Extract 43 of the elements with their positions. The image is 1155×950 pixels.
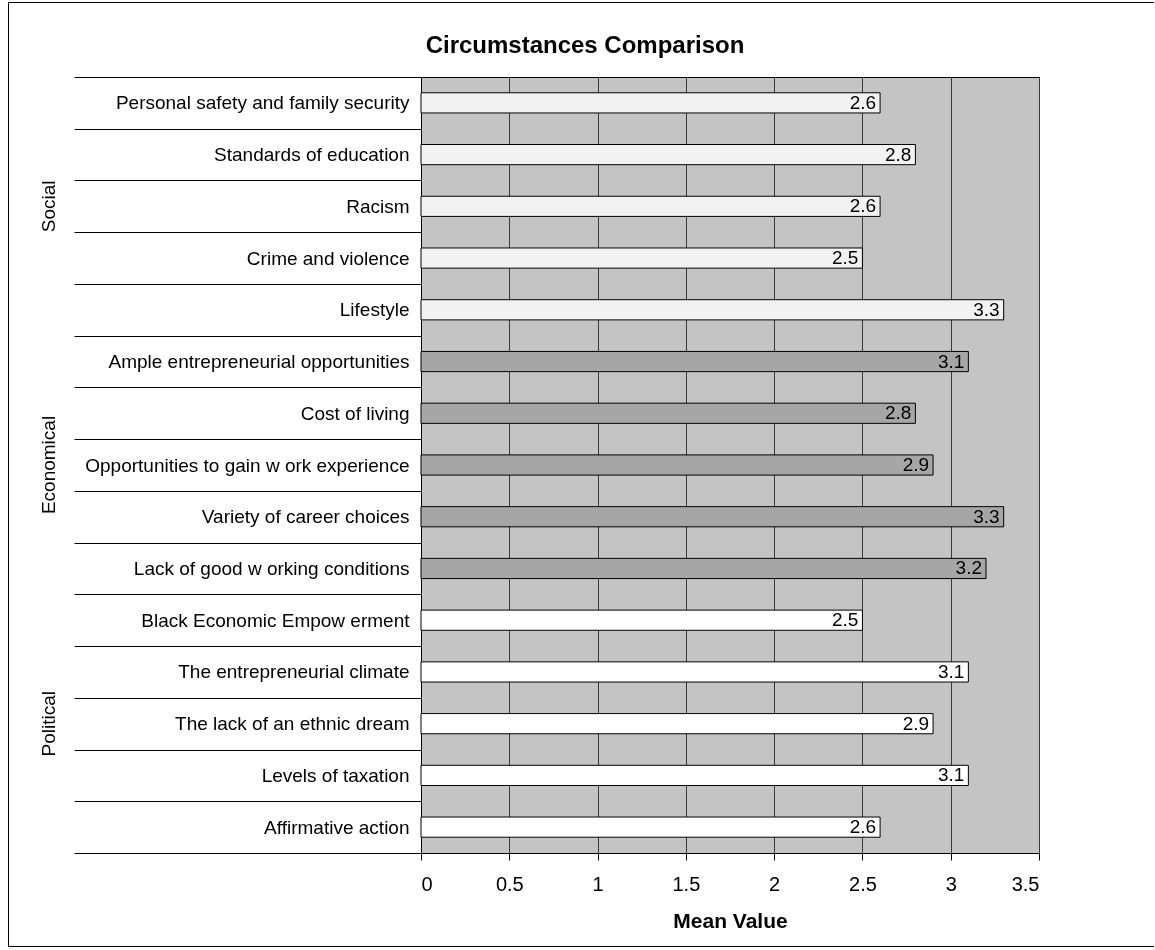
x-tick-label: 0 xyxy=(421,872,433,895)
data-label: 3.1 xyxy=(937,350,965,372)
data-label: 2.8 xyxy=(884,402,912,424)
y-tick-label: Lack of good w orking conditions xyxy=(133,557,410,579)
y-tick-label: Personal safety and family security xyxy=(115,92,410,114)
y-tick-label: Ample entrepreneurial opportunities xyxy=(108,351,410,373)
data-label: 2.9 xyxy=(902,454,930,475)
data-label: 3.3 xyxy=(973,298,1000,320)
chart-title: Circumstances Comparison xyxy=(425,31,745,58)
data-label: 2.6 xyxy=(849,195,877,217)
data-label: 3.2 xyxy=(955,557,983,579)
y-tick-label: Crime and violence xyxy=(246,247,410,269)
y-tick-label: Affirmative action xyxy=(264,816,410,838)
data-label: 2.6 xyxy=(849,816,877,838)
text: Economical xyxy=(38,415,59,515)
x-tick-label: 3 xyxy=(945,872,957,895)
data-label: 3.3 xyxy=(973,505,1000,527)
x-tick-label: 1.5 xyxy=(672,872,701,895)
data-label: 3.1 xyxy=(937,764,965,786)
data-label: 2.5 xyxy=(832,247,859,269)
data-label: 2.8 xyxy=(884,143,912,165)
x-axis-title: Mean Value xyxy=(673,908,788,932)
y-tick-label: Variety of career choices xyxy=(201,506,410,528)
y-tick-label: Opportunities to gain w ork experience xyxy=(85,454,410,476)
data-label: 2.9 xyxy=(902,712,930,734)
data-label: 2.5 xyxy=(832,609,859,631)
y-tick-label: Cost of living xyxy=(300,402,410,424)
x-tick-label: 0.5 xyxy=(495,872,524,895)
y-tick-label: Racism xyxy=(346,195,410,217)
data-label: 3.1 xyxy=(937,660,965,682)
y-tick-label: Lifestyle xyxy=(339,299,410,321)
x-tick-label: 2.5 xyxy=(849,872,877,895)
data-label: 2.6 xyxy=(849,91,877,113)
x-tick-label: 1 xyxy=(592,872,604,895)
y-tick-label: Standards of education xyxy=(214,144,410,166)
text: Political xyxy=(38,690,59,757)
x-tick-label: 2 xyxy=(769,872,781,895)
y-tick-label: Black Economic Empow erment xyxy=(141,609,411,631)
text: Social xyxy=(38,180,59,233)
y-tick-label: The lack of an ethnic dream xyxy=(175,713,410,735)
y-tick-label: The entrepreneurial climate xyxy=(178,661,410,683)
x-tick-label: 3.5 xyxy=(1011,872,1040,895)
y-tick-label: Levels of taxation xyxy=(261,764,410,786)
